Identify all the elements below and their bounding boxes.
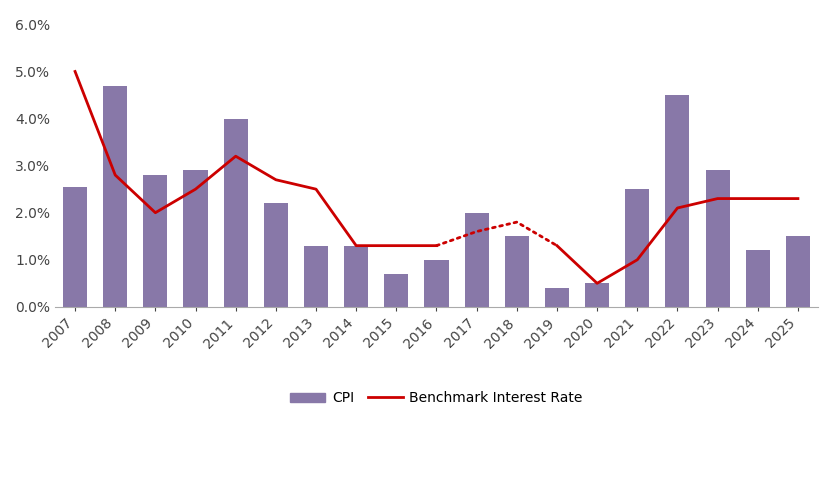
Bar — [706, 171, 730, 307]
Bar — [63, 187, 87, 307]
Bar — [143, 175, 167, 307]
Bar — [183, 171, 207, 307]
Bar — [103, 86, 127, 307]
Bar — [666, 95, 690, 307]
Bar — [746, 251, 770, 307]
Bar — [223, 119, 247, 307]
Bar — [344, 246, 368, 307]
Bar — [505, 236, 529, 307]
Bar — [264, 203, 288, 307]
Bar — [384, 274, 408, 307]
Bar — [304, 246, 328, 307]
Legend: CPI, Benchmark Interest Rate: CPI, Benchmark Interest Rate — [285, 386, 588, 411]
Bar — [585, 283, 609, 307]
Bar — [545, 288, 569, 307]
Bar — [465, 213, 489, 307]
Bar — [626, 189, 650, 307]
Bar — [425, 260, 448, 307]
Bar — [786, 236, 810, 307]
